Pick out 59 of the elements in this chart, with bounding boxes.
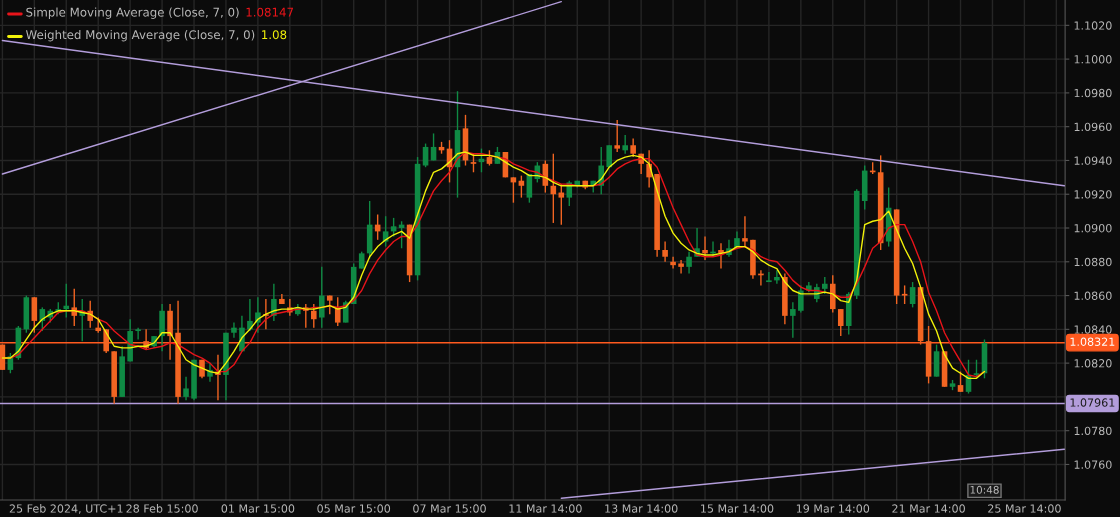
candlestick: [790, 301, 796, 339]
y-tick-label: 1.0880: [1074, 257, 1112, 267]
x-tick-label: 25 Feb 2024, UTC+1: [9, 504, 123, 514]
y-tick-label: 1.0780: [1074, 426, 1112, 436]
annotation: 1.08: [262, 30, 287, 40]
annotation: 1.08147: [246, 7, 294, 17]
x-tick-label: 07 Mar 15:00: [413, 504, 486, 513]
x-tick-label: 25 Mar 14:00: [988, 504, 1061, 513]
candlestick: [470, 153, 477, 173]
y-tick-label: 1.0840: [1074, 325, 1112, 334]
x-tick-label: 05 Mar 15:00: [317, 504, 391, 513]
candlestick: [670, 256, 676, 270]
candlestick: [766, 271, 772, 283]
ref-line-label: 1.07961: [1070, 398, 1115, 407]
candlestick: [909, 281, 916, 309]
legend-label: Simple Moving Average (Close, 7, 0): [26, 7, 239, 19]
y-tick-label: 1.0940: [1074, 156, 1112, 165]
candlestick: [798, 284, 804, 314]
ref-line-label: 1.08321: [1070, 337, 1115, 346]
y-tick-label: 1.0920: [1074, 190, 1112, 199]
y-tick-label: 1.0900: [1074, 223, 1112, 233]
candlestick: [310, 303, 317, 329]
y-tick-label: 1.1020: [1074, 21, 1112, 30]
candlestick: [622, 134, 628, 155]
candlestick: [422, 142, 429, 168]
y-tick-label: 1.1000: [1074, 55, 1112, 64]
candlestick: [135, 326, 141, 341]
candlestick: [255, 296, 261, 334]
x-tick-label: 19 Mar 14:00: [796, 504, 870, 513]
candlestick: [31, 296, 38, 334]
y-tick-label: 1.0860: [1074, 291, 1112, 300]
x-tick-label: 28 Feb 15:00: [126, 504, 198, 513]
x-tick-label: 11 Mar 14:00: [509, 504, 582, 513]
y-tick-label: 1.0820: [1074, 359, 1112, 368]
y-tick-label: 1.0980: [1074, 88, 1112, 98]
candlestick: [702, 235, 708, 261]
candlestick: [901, 284, 908, 305]
candlestick: [686, 250, 692, 275]
x-tick-label: 15 Mar 14:00: [701, 504, 774, 513]
y-tick-label: 1.0760: [1074, 460, 1112, 469]
candlestick: [71, 288, 78, 327]
candlestick: [630, 137, 636, 158]
annotation: 10:48: [970, 485, 999, 494]
candlestick: [837, 308, 844, 337]
candlestick: [183, 375, 189, 401]
candlestick: [742, 215, 748, 248]
legend-label: Weighted Moving Average (Close, 7, 0): [25, 30, 255, 42]
candlestick: [614, 119, 620, 153]
candlestick: [334, 296, 341, 327]
candlestick: [678, 259, 684, 275]
candlestick: [63, 283, 70, 319]
candlestick: [774, 269, 780, 285]
x-tick-label: 21 Mar 14:00: [892, 504, 965, 513]
x-tick-label: 01 Mar 15:00: [221, 504, 295, 513]
candlestick: [231, 321, 237, 339]
x-tick-label: 13 Mar 14:00: [605, 504, 678, 513]
y-tick-label: 1.0960: [1074, 122, 1112, 132]
candlestick: [318, 266, 325, 329]
candlestick: [662, 240, 668, 263]
